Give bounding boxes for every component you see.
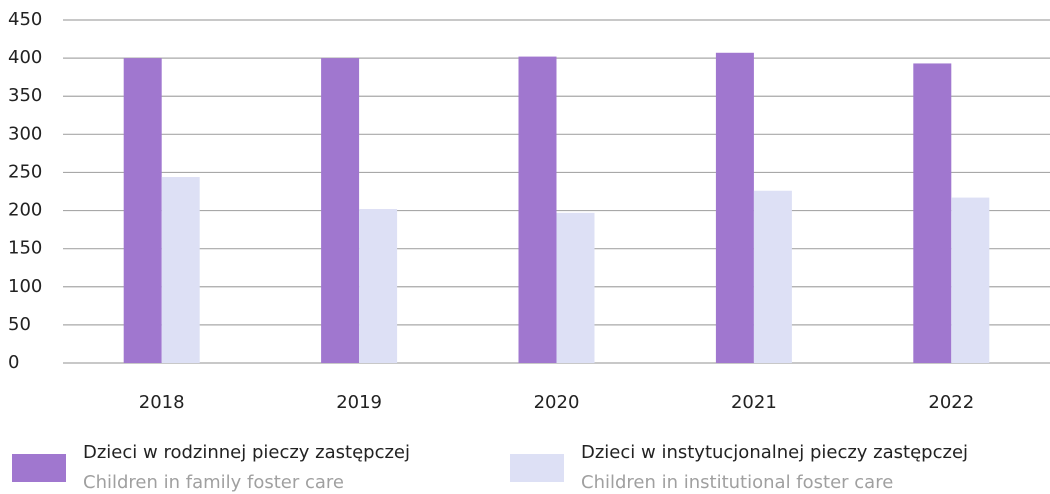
y-tick-label: 150 xyxy=(8,238,42,259)
legend-label: Dzieci w rodzinnej pieczy zastępczej xyxy=(83,442,410,463)
y-tick-label: 400 xyxy=(8,47,42,68)
y-tick-label: 450 xyxy=(8,9,42,30)
y-tick-label: 250 xyxy=(8,161,42,182)
x-tick-label: 2018 xyxy=(139,392,185,413)
legend-swatch xyxy=(12,454,66,482)
bar xyxy=(161,177,200,363)
legend-swatch xyxy=(510,454,564,482)
bar xyxy=(951,197,990,363)
legend-label-en: Children in institutional foster care xyxy=(581,472,893,493)
bar xyxy=(359,209,398,363)
y-tick-label: 100 xyxy=(8,276,42,297)
bar xyxy=(753,190,792,363)
x-tick-label: 2019 xyxy=(336,392,382,413)
bar xyxy=(518,56,557,363)
bar xyxy=(321,58,360,363)
x-tick-label: 2022 xyxy=(928,392,974,413)
x-tick-label: 2021 xyxy=(731,392,777,413)
x-tick-label: 2020 xyxy=(534,392,580,413)
bar xyxy=(123,58,162,363)
legend-label-en: Children in family foster care xyxy=(83,472,344,493)
y-tick-label: 0 xyxy=(8,352,19,373)
legend-label: Dzieci w instytucjonalnej pieczy zastępc… xyxy=(581,442,968,463)
bar xyxy=(913,63,952,364)
y-tick-label: 200 xyxy=(8,200,42,221)
y-tick-label: 350 xyxy=(8,85,42,106)
y-tick-label: 50 xyxy=(8,314,31,335)
bar xyxy=(715,52,754,364)
y-tick-label: 300 xyxy=(8,123,42,144)
bar xyxy=(556,212,595,363)
